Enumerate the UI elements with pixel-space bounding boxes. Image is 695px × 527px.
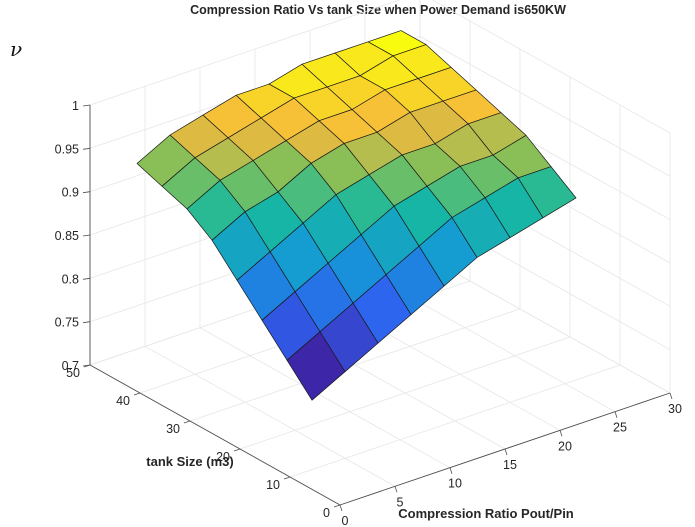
y-tick-mark <box>233 448 241 452</box>
y-tick-label: 30 <box>166 422 180 436</box>
y-tick-label: 0 <box>323 506 330 520</box>
z-tick-label: 0.8 <box>62 272 79 286</box>
x-tick-mark <box>669 392 673 400</box>
z-tick-mark <box>82 364 91 367</box>
back-wall-grid-line-z <box>89 0 401 106</box>
x-tick-label: 25 <box>613 421 627 435</box>
x-tick-label: 5 <box>397 495 404 509</box>
x-tick-mark <box>504 448 508 456</box>
y-tick-mark <box>133 392 141 396</box>
x-tick-mark <box>559 430 563 437</box>
floor-grid-line-y <box>189 308 521 422</box>
z-tick-label: 1 <box>72 99 79 113</box>
x-tick-label: 10 <box>448 477 462 491</box>
z-tick-label: 0.95 <box>55 142 79 156</box>
y-tick-mark <box>183 420 191 424</box>
x-tick-mark <box>614 411 618 418</box>
surface-patch <box>136 134 196 187</box>
chart-title: Compression Ratio Vs tank Size when Powe… <box>190 3 566 17</box>
z-tick-mark <box>82 191 91 194</box>
z-tick-label: 0.85 <box>55 229 79 243</box>
z-tick-mark <box>82 277 91 280</box>
x-tick-label: 15 <box>503 458 517 472</box>
floor-grid-line-x <box>144 345 396 487</box>
side-wall-grid-line-z <box>431 0 671 134</box>
floor-grid-line-y <box>289 364 621 478</box>
tick-labels: 0 5 10 15 20 25 30 0 10 20 30 40 500.7 0.75 0.8 0.85 0.9… <box>55 99 682 527</box>
y-tick-label: 50 <box>66 366 80 380</box>
z-axis-label: ν <box>10 37 22 61</box>
floor-grid-line-y <box>239 336 571 450</box>
z-tick-mark <box>82 104 91 107</box>
y-tick-mark <box>333 504 341 508</box>
z-tick-label: 0.75 <box>55 316 79 330</box>
side-wall-grid-line-z <box>419 252 671 394</box>
x-tick-mark <box>339 504 343 512</box>
floor-grid-line-x <box>199 327 451 469</box>
y-tick-label: 10 <box>266 478 280 492</box>
z-tick-mark <box>82 321 91 324</box>
x-tick-label: 20 <box>558 439 572 453</box>
x-tick-label: 30 <box>668 402 682 416</box>
z-tick-label: 0.9 <box>62 186 79 200</box>
z-tick-mark <box>82 147 91 150</box>
x-tick-label: 0 <box>342 514 349 527</box>
y-axis-line <box>89 364 341 506</box>
z-tick-mark <box>82 234 91 237</box>
side-wall-grid-line-z <box>419 35 671 177</box>
y-tick-label: 20 <box>216 450 230 464</box>
y-tick-label: 40 <box>116 394 130 408</box>
x-tick-mark <box>394 486 398 493</box>
surface-patches <box>136 30 577 401</box>
z-tick-label: 0.7 <box>62 359 79 373</box>
y-tick-mark <box>283 476 291 480</box>
x-axis-label: Compression Ratio Pout/Pin <box>398 506 574 521</box>
y-axis-label: tank Size (m3) <box>146 454 233 469</box>
x-tick-mark <box>449 467 453 474</box>
